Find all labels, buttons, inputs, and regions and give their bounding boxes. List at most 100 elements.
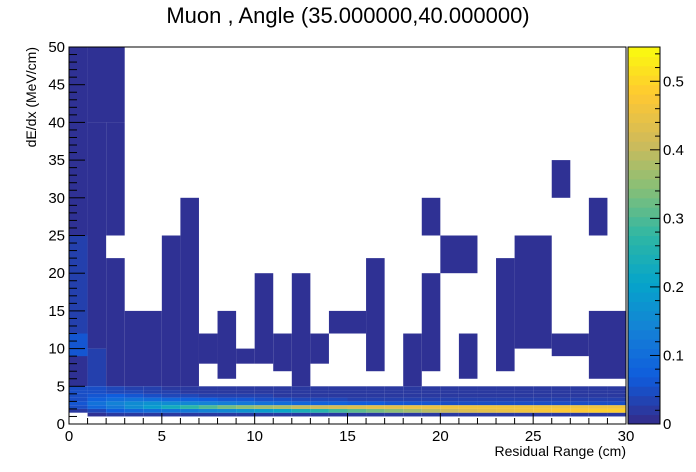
heatmap-cell — [310, 401, 329, 406]
palette-swatch — [628, 348, 660, 359]
heatmap-cell — [198, 412, 218, 417]
heatmap-cell — [328, 401, 348, 406]
heatmap-cell — [87, 412, 107, 417]
heatmap-cell — [180, 408, 199, 413]
heatmap-cell — [273, 390, 292, 394]
z-tick-label: 0 — [663, 416, 671, 433]
heatmap-cell — [421, 390, 441, 394]
heatmap-cell — [273, 333, 292, 372]
palette-swatch — [628, 160, 660, 171]
heatmap-cell — [236, 386, 255, 391]
heatmap-cell — [514, 393, 534, 398]
heatmap-cell — [69, 390, 88, 394]
heatmap-cells — [69, 47, 626, 417]
heatmap-cell — [533, 412, 552, 417]
heatmap-cell — [254, 397, 274, 402]
heatmap-cell — [291, 390, 311, 394]
heatmap-cell — [124, 393, 144, 398]
heatmap-cell — [366, 405, 385, 409]
heatmap-cell — [87, 348, 107, 387]
heatmap-cell — [180, 386, 199, 391]
palette-swatch — [628, 84, 660, 95]
y-tick-label: 35 — [48, 152, 65, 169]
heatmap-cell — [254, 401, 274, 406]
heatmap-cell — [421, 412, 441, 417]
palette-swatch — [628, 405, 660, 416]
heatmap-cell — [496, 390, 515, 394]
palette-swatch — [628, 329, 660, 340]
heatmap-cell — [69, 405, 88, 409]
heatmap-cell — [180, 412, 199, 417]
x-axis-title: Residual Range (cm) — [495, 443, 627, 459]
heatmap-cell — [421, 393, 441, 398]
y-tick-label: 25 — [48, 228, 65, 245]
heatmap-cell — [310, 390, 329, 394]
palette-swatch — [628, 207, 660, 218]
y-tick-label: 30 — [48, 190, 65, 207]
heatmap-cell — [403, 386, 422, 391]
heatmap-cell — [570, 412, 589, 417]
heatmap-cell — [106, 390, 125, 394]
heatmap-cell — [477, 390, 497, 394]
heatmap-cell — [69, 401, 88, 406]
heatmap-cell — [533, 386, 552, 391]
palette-swatch — [628, 169, 660, 180]
heatmap-cell — [607, 401, 626, 406]
heatmap-cell — [161, 408, 181, 413]
heatmap-cell — [254, 390, 274, 394]
heatmap-cell — [254, 393, 274, 398]
heatmap-cell — [440, 405, 459, 409]
heatmap-cell — [496, 408, 515, 413]
palette-swatch — [628, 131, 660, 142]
heatmap-cell — [124, 310, 162, 387]
heatmap-cell — [236, 401, 255, 406]
palette-swatch — [628, 376, 660, 387]
z-tick-label: 0.1 — [663, 347, 684, 364]
x-tick-label: 10 — [246, 428, 263, 445]
heatmap-cell — [570, 390, 589, 394]
heatmap-cell — [366, 397, 385, 402]
heatmap-cell — [403, 408, 422, 413]
heatmap-cell — [143, 393, 162, 398]
heatmap-cell — [161, 397, 181, 402]
heatmap-cell — [236, 348, 255, 364]
heatmap-cell — [217, 408, 237, 413]
heatmap-cell — [533, 408, 552, 413]
heatmap-cell — [421, 197, 441, 236]
heatmap-cell — [440, 235, 478, 274]
heatmap-cell — [384, 390, 404, 394]
heatmap-cell — [291, 401, 311, 406]
heatmap-cell — [440, 386, 459, 391]
palette-swatch — [628, 310, 660, 321]
heatmap-cell — [570, 393, 589, 398]
heatmap-cell — [514, 401, 534, 406]
heatmap-cell — [124, 390, 144, 394]
heatmap-cell — [69, 386, 88, 391]
heatmap-cell — [366, 393, 385, 398]
heatmap-cell — [273, 386, 292, 391]
heatmap-cell — [310, 405, 329, 409]
heatmap-cell — [87, 397, 107, 402]
palette-swatch — [628, 367, 660, 378]
heatmap-cell — [143, 405, 162, 409]
heatmap-cell — [161, 390, 181, 394]
y-tick-label: 40 — [48, 114, 65, 131]
heatmap-cell — [384, 401, 404, 406]
heatmap-cell — [607, 390, 626, 394]
palette-swatch — [628, 75, 660, 86]
heatmap-cell — [384, 393, 404, 398]
heatmap-cell — [106, 401, 125, 406]
heatmap-cell — [384, 405, 404, 409]
palette-swatch — [628, 235, 660, 246]
heatmap-cell — [254, 273, 274, 364]
palette-border — [627, 46, 661, 425]
heatmap-cell — [477, 412, 497, 417]
heatmap-cell — [384, 412, 404, 417]
heatmap-cell — [254, 408, 274, 413]
heatmap-cell — [384, 386, 404, 391]
heatmap-cell — [217, 397, 237, 402]
heatmap-cell — [421, 401, 441, 406]
heatmap-cell — [607, 393, 626, 398]
heatmap-cell — [87, 47, 125, 123]
heatmap-cell — [273, 401, 292, 406]
